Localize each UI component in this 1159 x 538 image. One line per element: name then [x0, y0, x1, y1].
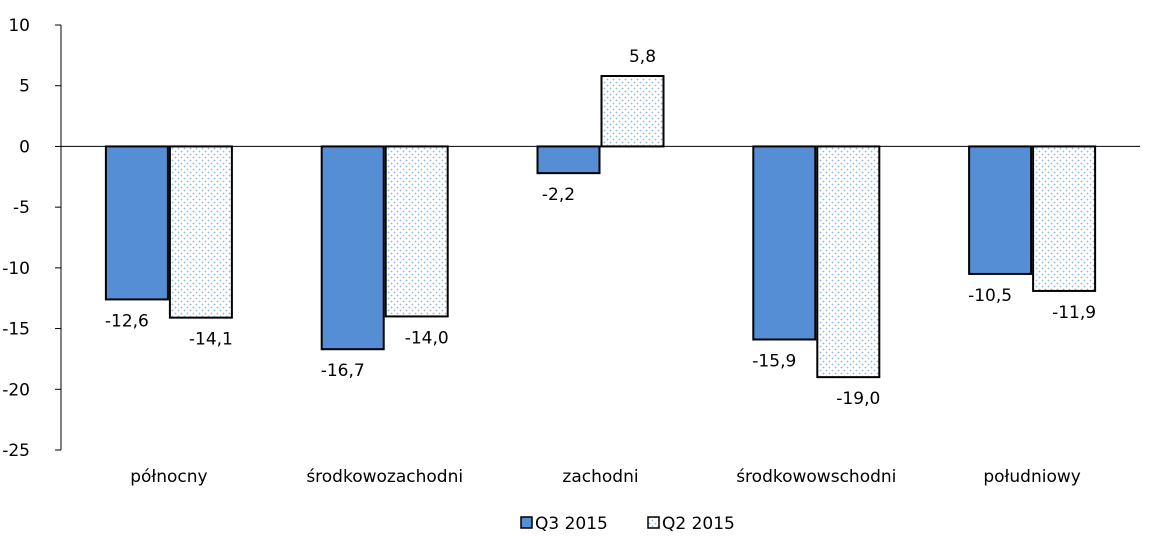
category-labels: północny środkowozachodni zachodni środkowo…	[130, 467, 1081, 487]
y-tick-label: 5	[19, 77, 30, 97]
data-label: -2,2	[542, 185, 575, 205]
data-label: -19,0	[836, 389, 880, 409]
y-tick-label: -20	[2, 380, 30, 400]
data-label: -16,7	[321, 361, 365, 381]
bar-q3-4	[968, 145, 1033, 275]
category-label: północny	[130, 467, 207, 487]
bar-q3-1	[320, 145, 385, 351]
y-tick-label: -15	[2, 320, 30, 340]
y-tick-label: -10	[2, 259, 30, 279]
category-label: środkowowschodni	[736, 467, 896, 487]
bar-q2-4	[1032, 145, 1097, 292]
data-label: -15,9	[752, 352, 796, 372]
category-label: środkowozachodni	[306, 467, 463, 487]
bar-q2-1	[384, 145, 449, 318]
data-label: -14,1	[189, 330, 233, 350]
bar-q3-2	[536, 145, 601, 175]
bar-q3-3	[752, 145, 817, 341]
bar-q2-3	[816, 145, 881, 379]
bar-q3-0	[104, 145, 169, 301]
y-tick-label: 10	[8, 16, 30, 36]
data-label: -10,5	[968, 286, 1012, 306]
category-label: zachodni	[562, 467, 638, 487]
data-label: -11,9	[1052, 303, 1096, 323]
legend-label: Q2 2015	[662, 514, 735, 534]
y-tick-label: 0	[19, 137, 30, 157]
legend-label: Q3 2015	[535, 514, 608, 534]
legend-swatch-q3	[520, 516, 533, 529]
data-label: -12,6	[105, 311, 149, 331]
y-tick-label: -5	[13, 198, 30, 218]
bars: -12,6 -14,1 -16,7 -14,0 -2,2 5,8 -15,9 -19,0 -10…	[104, 47, 1097, 409]
data-label: 5,8	[629, 47, 656, 67]
bar-q2-2	[600, 75, 665, 148]
category-label: południowy	[983, 467, 1080, 487]
data-label: -14,0	[405, 328, 449, 348]
legend: Q3 2015 Q2 2015	[520, 514, 735, 534]
legend-swatch-q2	[647, 516, 660, 529]
bar-q2-0	[168, 145, 233, 319]
y-tick-label: -25	[2, 441, 30, 461]
